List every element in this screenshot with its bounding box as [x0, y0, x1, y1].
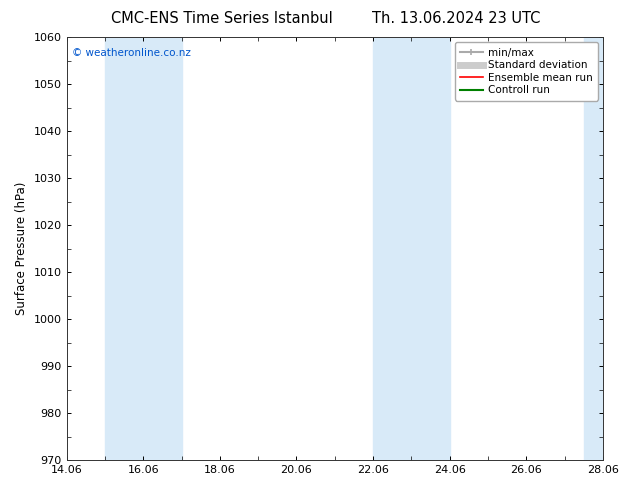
Bar: [373, 37, 450, 460]
Text: © weatheronline.co.nz: © weatheronline.co.nz: [72, 48, 191, 58]
Text: CMC-ENS Time Series Istanbul: CMC-ENS Time Series Istanbul: [111, 11, 333, 26]
Y-axis label: Surface Pressure (hPa): Surface Pressure (hPa): [15, 182, 28, 316]
Legend: min/max, Standard deviation, Ensemble mean run, Controll run: min/max, Standard deviation, Ensemble me…: [455, 42, 598, 100]
Bar: [105, 37, 181, 460]
Bar: [584, 37, 603, 460]
Text: Th. 13.06.2024 23 UTC: Th. 13.06.2024 23 UTC: [372, 11, 541, 26]
